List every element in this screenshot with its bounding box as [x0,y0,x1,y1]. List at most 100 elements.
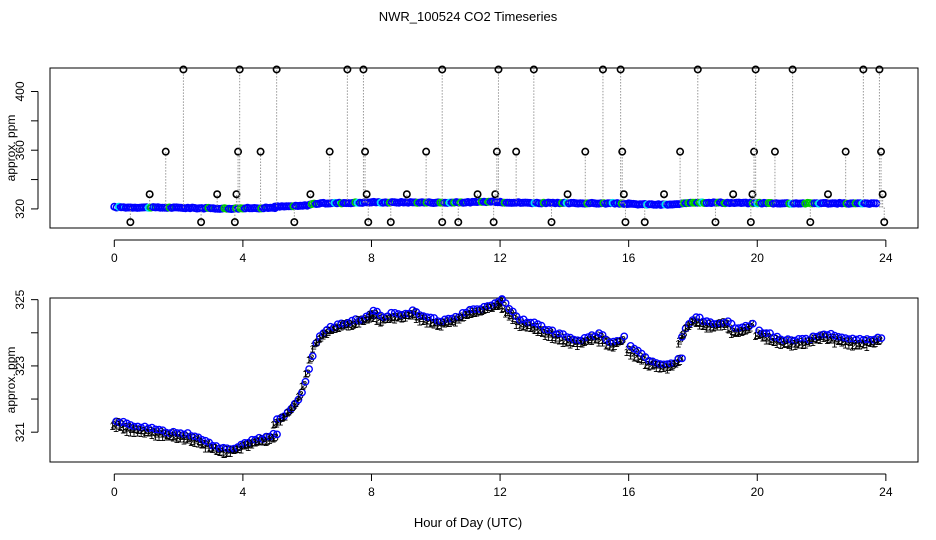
bottom-point-3: 3 [140,425,146,437]
bottom-point-1: 1 [707,324,713,336]
bottom-point-3: 3 [169,427,175,439]
bottom-point-2: 2 [361,316,367,328]
bottom-point-circle [440,315,449,324]
bottom-point-1: 1 [842,340,848,352]
bottom-point-3: 3 [699,318,705,330]
bottom-point-1: 1 [341,321,347,333]
bottom-x-axis: 0 4 8 12 16 20 24 [111,473,893,499]
top-x-tick-label: 16 [622,251,636,265]
bottom-point-2: 2 [232,444,238,456]
bottom-point-2: 2 [518,320,524,332]
bottom-point-3: 3 [659,360,665,372]
bottom-point-circle [670,359,679,368]
bottom-point-circle [674,354,683,363]
bottom-point-1: 1 [402,312,408,324]
bottom-point-1: 1 [703,324,709,336]
bottom-point-2: 2 [482,304,488,316]
top-spike-point [197,218,206,227]
bottom-point-3: 3 [695,317,701,329]
bottom-point-circle [162,428,171,437]
bottom-point-2: 2 [125,422,131,434]
bottom-point-2: 2 [246,438,252,450]
bottom-point-2: 2 [300,381,306,393]
bottom-point-1: 1 [675,357,681,369]
top-spike-point [751,65,760,74]
bottom-point-3: 3 [523,318,529,330]
bottom-point-1: 1 [545,332,551,344]
bottom-point-1: 1 [785,339,791,351]
bottom-point-1: 1 [399,314,405,326]
bottom-point-1: 1 [549,334,555,346]
bottom-point-2: 2 [611,341,617,353]
bottom-point-1: 1 [679,330,685,342]
bottom-point-3: 3 [466,306,472,318]
bottom-point-circle [262,432,271,441]
bottom-point-2: 2 [121,424,127,436]
bottom-point-circle [419,312,428,320]
bottom-point-2: 2 [579,339,585,351]
bottom-point-2: 2 [457,312,463,324]
top-x-axis: 0 4 8 12 16 20 24 [111,239,893,265]
bottom-point-1: 1 [746,324,752,336]
bottom-point-1: 1 [141,429,147,441]
bottom-point-1: 1 [624,347,630,359]
bottom-point-2: 2 [200,439,206,451]
top-spike-point [473,190,482,199]
bottom-point-1: 1 [113,423,119,435]
bottom-point-1: 1 [484,304,490,316]
bottom-point-2: 2 [547,329,553,341]
bottom-point-3: 3 [190,433,196,445]
bottom-point-circle [398,310,406,319]
bottom-point-2: 2 [143,427,149,439]
bottom-point-circle [223,444,231,453]
bottom-point-circle [176,429,185,438]
bottom-point-circle [198,435,206,444]
bottom-point-circle [501,299,510,307]
bottom-point-2: 2 [371,313,377,325]
bottom-point-2: 2 [439,317,445,329]
bottom-point-1: 1 [270,433,276,445]
bottom-point-3: 3 [766,331,772,343]
top-spike-point [788,65,797,74]
bottom-point-circle [433,317,442,325]
bottom-point-2: 2 [568,337,574,349]
bottom-point-1: 1 [725,324,731,336]
bottom-point-2: 2 [632,352,638,364]
bottom-point-3: 3 [776,334,782,346]
bottom-point-1: 1 [316,334,322,346]
bottom-point-circle [852,335,861,344]
bottom-point-2: 2 [436,320,442,332]
bottom-point-3: 3 [187,432,193,444]
bottom-point-2: 2 [829,334,835,346]
bottom-point-2: 2 [789,338,795,350]
bottom-point-1: 1 [571,338,577,350]
bottom-point-1: 1 [578,338,584,350]
bottom-x-tick-label: 8 [368,485,375,499]
bottom-point-1: 1 [392,315,398,327]
bottom-point-1: 1 [700,321,706,333]
bottom-point-3: 3 [727,323,733,335]
bottom-point-circle [809,332,817,341]
bottom-point-3: 3 [805,336,811,348]
bottom-point-1: 1 [781,339,787,351]
bottom-point-1: 1 [821,333,827,345]
bottom-point-1: 1 [803,340,809,352]
chart-title: NWR_100524 CO2 Timeseries [379,9,558,24]
bottom-point-1: 1 [220,449,226,461]
bottom-point-1: 1 [856,341,862,353]
top-spike-point [232,190,241,199]
bottom-point-1: 1 [256,436,262,448]
bottom-point-1: 1 [327,325,333,337]
bottom-point-2: 2 [128,424,134,436]
top-spike-point [748,190,757,199]
bottom-point-3: 3 [577,336,583,348]
bottom-point-circle [237,440,246,449]
bottom-point-circle [401,309,410,318]
bottom-point-1: 1 [467,309,473,321]
bottom-point-2: 2 [354,319,360,331]
bottom-point-3: 3 [412,307,418,319]
top-spike-point [234,147,243,156]
bottom-point-3: 3 [183,431,189,443]
bottom-point-circle [573,336,582,345]
